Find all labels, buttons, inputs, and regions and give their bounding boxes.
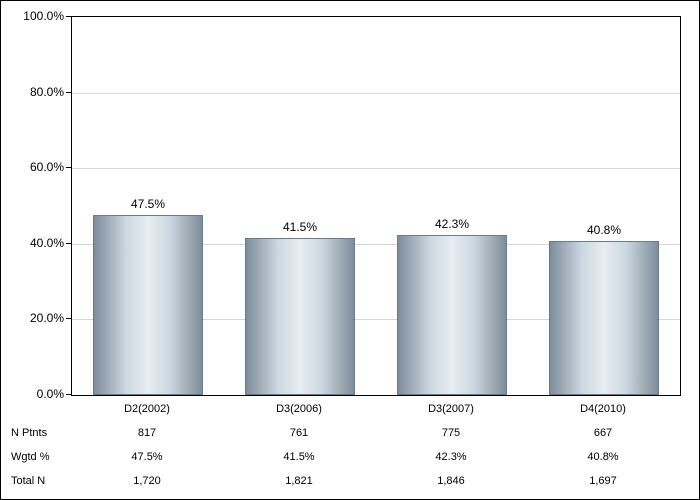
table-cell: 1,821 <box>285 475 313 487</box>
table-row: Total N 1,720 1,821 1,846 1,697 <box>1 471 700 495</box>
table-cell: 667 <box>594 427 612 439</box>
table-cell: 761 <box>290 427 308 439</box>
table-row-header: N Ptnts <box>11 427 71 439</box>
y-tick-mark <box>66 167 71 168</box>
table-cell: 40.8% <box>587 451 618 463</box>
table-cell: 1,697 <box>589 475 617 487</box>
table-row-header: Total N <box>11 475 71 487</box>
y-tick-mark <box>66 16 71 17</box>
y-tick-label: 80.0% <box>9 85 64 99</box>
bar <box>397 235 506 395</box>
y-tick-label: 100.0% <box>9 9 64 23</box>
y-tick-label: 60.0% <box>9 160 64 174</box>
data-table: D2(2002) D3(2006) D3(2007) D4(2010) N Ptnts 8… <box>1 399 700 495</box>
gridline <box>72 168 680 169</box>
y-tick-mark <box>66 92 71 93</box>
gridline <box>72 93 680 94</box>
y-tick-mark <box>66 243 71 244</box>
y-tick-mark <box>66 394 71 395</box>
table-cell: 817 <box>138 427 156 439</box>
table-row: D2(2002) D3(2006) D3(2007) D4(2010) <box>1 399 700 423</box>
bar <box>245 238 354 395</box>
table-cell: 1,720 <box>133 475 161 487</box>
table-row-header: Wgtd % <box>11 451 71 463</box>
y-tick-label: 40.0% <box>9 236 64 250</box>
table-cell: D2(2002) <box>124 403 170 415</box>
bar <box>549 241 658 395</box>
y-tick-label: 20.0% <box>9 311 64 325</box>
y-tick-mark <box>66 318 71 319</box>
chart-container: 47.5%41.5%42.3%40.8% 0.0%20.0%40.0%60.0%… <box>0 0 700 500</box>
table-cell: 775 <box>442 427 460 439</box>
table-cell: 47.5% <box>131 451 162 463</box>
table-cell: 42.3% <box>435 451 466 463</box>
table-cell: D4(2010) <box>580 403 626 415</box>
table-cell: D3(2007) <box>428 403 474 415</box>
table-cell: D3(2006) <box>276 403 322 415</box>
table-cell: 41.5% <box>283 451 314 463</box>
plot-area: 47.5% 41.5% 42.3% 40.8% <box>71 16 681 396</box>
bar-value-label: 42.3% <box>435 217 469 231</box>
table-cell: 1,846 <box>437 475 465 487</box>
bar-value-label: 41.5% <box>283 220 317 234</box>
table-row: N Ptnts 817 761 775 667 <box>1 423 700 447</box>
table-row: Wgtd % 47.5% 41.5% 42.3% 40.8% <box>1 447 700 471</box>
bar-value-label: 40.8% <box>587 223 621 237</box>
bar-value-label: 47.5% <box>131 197 165 211</box>
bar <box>93 215 202 395</box>
